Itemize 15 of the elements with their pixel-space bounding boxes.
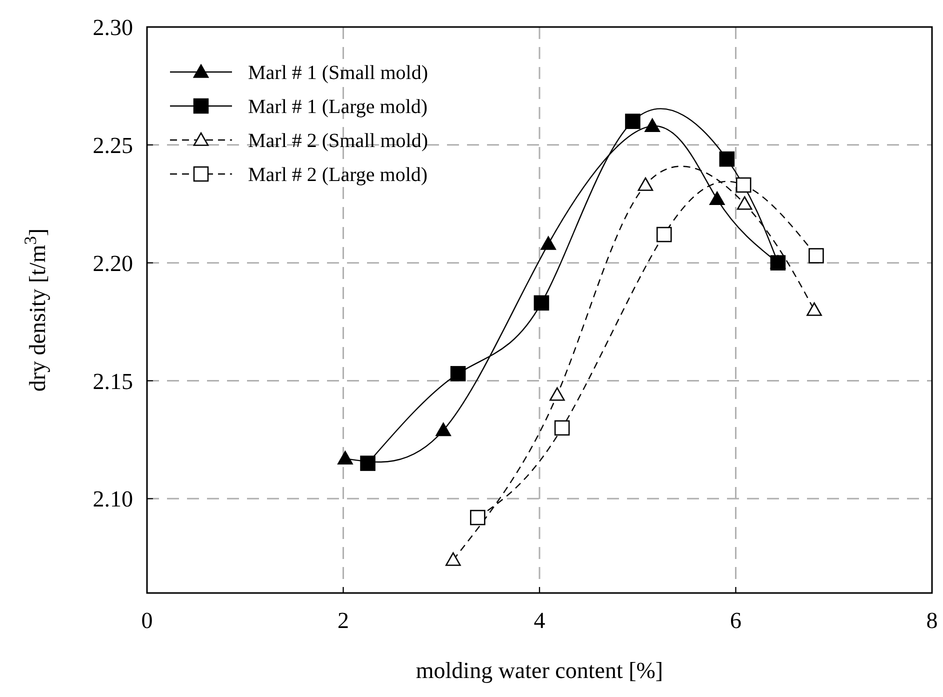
legend-label: Marl # 1 (Small mold) <box>248 62 428 84</box>
legend-label: Marl # 1 (Large mold) <box>248 96 428 118</box>
x-axis-title: molding water content [%] <box>416 658 664 683</box>
legend-label: Marl # 2 (Small mold) <box>248 130 428 152</box>
y-tick-label: 2.30 <box>92 15 133 40</box>
y-tick-label: 2.25 <box>92 132 133 158</box>
x-tick-label: 2 <box>338 608 349 633</box>
y-tick-label: 2.15 <box>92 368 133 394</box>
legend-label: Marl # 2 (Large mold) <box>248 164 428 186</box>
x-tick-label: 6 <box>730 608 742 633</box>
x-tick-label: 4 <box>534 608 546 633</box>
x-tick-label: 8 <box>926 608 938 633</box>
x-tick-label: 0 <box>141 608 153 633</box>
y-tick-label: 2.20 <box>92 250 133 276</box>
y-tick-label: 2.10 <box>92 486 133 512</box>
